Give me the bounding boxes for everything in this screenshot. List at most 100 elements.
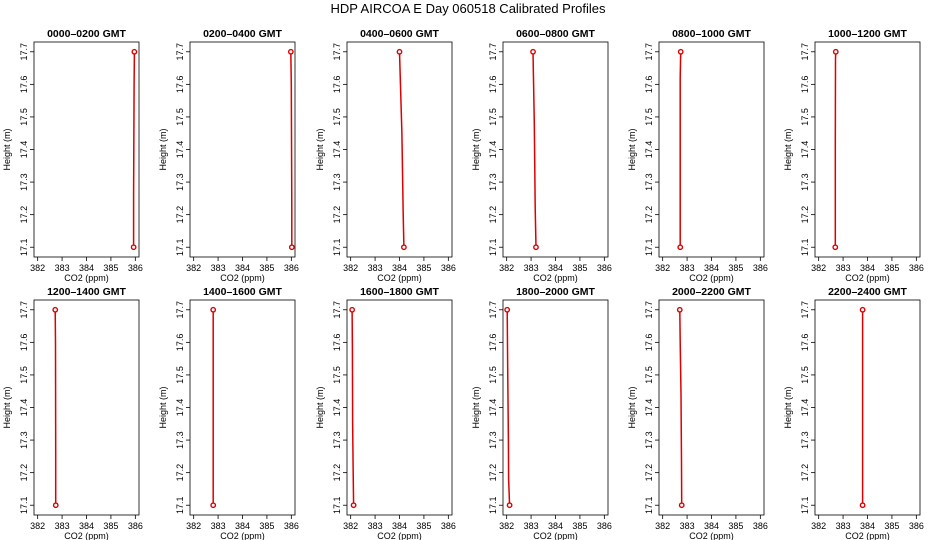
y-axis-label: Height (m) bbox=[158, 386, 168, 428]
endpoint-marker bbox=[288, 244, 295, 251]
x-tick-label: 384 bbox=[235, 263, 250, 273]
x-axis-label: CO2 (ppm) bbox=[64, 531, 109, 540]
y-tick-label: 17.4 bbox=[332, 399, 342, 417]
y-tick-label: 17.5 bbox=[488, 108, 498, 126]
co2-profile-line bbox=[532, 51, 537, 248]
x-tick-label: 384 bbox=[392, 521, 407, 531]
co2-profile-line bbox=[679, 51, 682, 248]
endpoint-marker bbox=[396, 48, 403, 55]
y-tick-label: 17.1 bbox=[800, 238, 810, 256]
y-tick-label: 17.6 bbox=[19, 76, 29, 94]
y-axis-label: Height (m) bbox=[783, 128, 793, 170]
x-tick-label: 384 bbox=[235, 521, 250, 531]
y-tick-label: 17.2 bbox=[175, 464, 185, 482]
y-tick-label: 17.7 bbox=[800, 301, 810, 319]
y-tick-label: 17.1 bbox=[19, 238, 29, 256]
y-tick-label: 17.6 bbox=[644, 76, 654, 94]
y-axis-label: Height (m) bbox=[2, 128, 12, 170]
y-tick-label: 17.7 bbox=[332, 301, 342, 319]
y-axis-label: Height (m) bbox=[783, 386, 793, 428]
panel-2: 0200–0400 GMT 382 383 384 385 386 17.1 17.2 17.3… bbox=[158, 28, 299, 283]
y-tick-label: 17.2 bbox=[332, 206, 342, 224]
y-tick-label: 17.2 bbox=[19, 464, 29, 482]
endpoint-marker bbox=[350, 502, 357, 509]
y-tick-label: 17.4 bbox=[19, 399, 29, 417]
y-tick-label: 17.3 bbox=[488, 431, 498, 449]
x-tick-label: 383 bbox=[680, 263, 695, 273]
x-axis-label: CO2 (ppm) bbox=[377, 273, 422, 283]
panel-title: 0400–0600 GMT bbox=[360, 28, 439, 40]
x-axis-label: CO2 (ppm) bbox=[689, 531, 734, 540]
co2-profile-line bbox=[132, 51, 136, 248]
x-tick-label: 385 bbox=[884, 263, 899, 273]
x-tick-label: 386 bbox=[909, 521, 924, 531]
x-tick-label: 384 bbox=[79, 521, 94, 531]
y-tick-label: 17.6 bbox=[800, 76, 810, 94]
y-tick-label: 17.1 bbox=[488, 496, 498, 514]
x-tick-label: 384 bbox=[79, 263, 94, 273]
y-tick-label: 17.3 bbox=[19, 173, 29, 191]
figure-title: HDP AIRCOA E Day 060518 Calibrated Profi… bbox=[330, 1, 606, 16]
panel-title: 1200–1400 GMT bbox=[47, 286, 126, 298]
co2-profile-line bbox=[398, 51, 405, 248]
panel-title: 1800–2000 GMT bbox=[516, 286, 595, 298]
y-tick-label: 17.4 bbox=[488, 399, 498, 417]
x-tick-label: 382 bbox=[499, 263, 514, 273]
endpoint-marker bbox=[52, 306, 59, 313]
x-tick-label: 385 bbox=[572, 521, 587, 531]
y-tick-label: 17.1 bbox=[644, 238, 654, 256]
y-tick-label: 17.2 bbox=[644, 464, 654, 482]
y-tick-label: 17.2 bbox=[644, 206, 654, 224]
x-tick-label: 386 bbox=[284, 263, 299, 273]
panel-title: 0600–0800 GMT bbox=[516, 28, 595, 40]
y-tick-label: 17.5 bbox=[800, 108, 810, 126]
y-axis-label: Height (m) bbox=[2, 386, 12, 428]
y-tick-label: 17.4 bbox=[644, 141, 654, 159]
panel-6: 1000–1200 GMT 382 383 384 385 386 17.1 17.2 17.3… bbox=[783, 28, 924, 283]
x-tick-label: 385 bbox=[572, 263, 587, 273]
x-tick-label: 383 bbox=[211, 263, 226, 273]
y-tick-label: 17.7 bbox=[644, 43, 654, 61]
y-tick-label: 17.6 bbox=[175, 334, 185, 352]
y-axis-label: Height (m) bbox=[471, 128, 481, 170]
y-tick-label: 17.2 bbox=[488, 206, 498, 224]
y-tick-label: 17.2 bbox=[332, 464, 342, 482]
x-axis-label: CO2 (ppm) bbox=[64, 273, 109, 283]
co2-profile-line bbox=[54, 309, 57, 506]
endpoint-marker bbox=[678, 502, 685, 509]
plot-frame bbox=[502, 299, 609, 516]
x-tick-label: 386 bbox=[284, 521, 299, 531]
y-tick-label: 17.1 bbox=[488, 238, 498, 256]
y-tick-label: 17.1 bbox=[800, 496, 810, 514]
y-tick-label: 17.7 bbox=[488, 43, 498, 61]
y-tick-label: 17.3 bbox=[488, 173, 498, 191]
y-tick-label: 17.2 bbox=[19, 206, 29, 224]
x-tick-label: 384 bbox=[704, 521, 719, 531]
endpoint-marker bbox=[677, 244, 684, 251]
panel-grid: 0000–0200 GMT 382 383 384 385 386 17.1 17.2 17.3… bbox=[2, 28, 924, 540]
y-tick-label: 17.1 bbox=[644, 496, 654, 514]
y-tick-label: 17.5 bbox=[19, 366, 29, 384]
y-tick-label: 17.5 bbox=[488, 366, 498, 384]
x-tick-label: 382 bbox=[186, 263, 201, 273]
x-tick-label: 382 bbox=[655, 263, 670, 273]
y-tick-label: 17.3 bbox=[19, 431, 29, 449]
panel-title: 1000–1200 GMT bbox=[828, 28, 907, 40]
endpoint-marker bbox=[52, 502, 59, 509]
plot-frame bbox=[502, 41, 609, 258]
plot-frame bbox=[33, 299, 140, 516]
panel-11: 2000–2200 GMT 382 383 384 385 386 17.1 17.2 17.3… bbox=[627, 286, 768, 540]
x-tick-label: 382 bbox=[811, 521, 826, 531]
plot-frame bbox=[33, 41, 140, 258]
y-tick-label: 17.4 bbox=[19, 141, 29, 159]
endpoint-marker bbox=[210, 306, 217, 313]
x-tick-label: 386 bbox=[597, 521, 612, 531]
x-axis-label: CO2 (ppm) bbox=[220, 531, 265, 540]
x-tick-label: 384 bbox=[392, 263, 407, 273]
y-tick-label: 17.3 bbox=[175, 173, 185, 191]
plot-frame bbox=[346, 299, 453, 516]
panel-7: 1200–1400 GMT 382 383 384 385 386 17.1 17.2 17.3… bbox=[2, 286, 143, 540]
y-axis-label: Height (m) bbox=[471, 386, 481, 428]
x-tick-label: 384 bbox=[860, 263, 875, 273]
y-tick-label: 17.4 bbox=[644, 399, 654, 417]
